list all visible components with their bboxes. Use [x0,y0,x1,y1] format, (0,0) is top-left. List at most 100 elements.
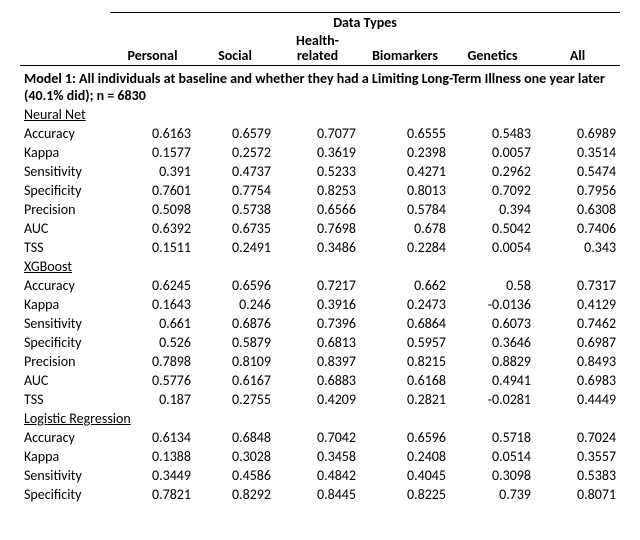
metric-value: 0.7396 [275,314,360,333]
metric-value: 0.5474 [535,162,620,181]
metric-value: 0.7024 [535,428,620,447]
section-name: XGBoost [20,257,620,276]
metric-value: 0.2821 [360,390,450,409]
metric-value: 0.187 [110,390,195,409]
table-row: TSS0.1870.27550.42090.2821-0.02810.4449 [20,390,620,409]
metric-value: 0.7217 [275,276,360,295]
metric-value: 0.4842 [275,466,360,485]
col-header: Personal [110,32,195,65]
col-header: Social [195,32,275,65]
metric-value: 0.6168 [360,371,450,390]
metric-value: 0.5879 [195,333,275,352]
metric-value: 0.58 [450,276,535,295]
metric-value: 0.3514 [535,143,620,162]
metric-value: 0.7754 [195,181,275,200]
metric-value: 0.3486 [275,238,360,257]
metric-value: 0.6163 [110,124,195,143]
metric-value: 0.4449 [535,390,620,409]
metric-value: 0.6848 [195,428,275,447]
metric-value: 0.2755 [195,390,275,409]
metric-label: Sensitivity [20,314,110,333]
metric-value: 0.3458 [275,447,360,466]
metric-value: 0.391 [110,162,195,181]
metric-value: 0.5383 [535,466,620,485]
metric-value: 0.8493 [535,352,620,371]
metric-label: Specificity [20,485,110,504]
table-row: Specificity0.76010.77540.82530.80130.709… [20,181,620,200]
metric-label: Accuracy [20,428,110,447]
metric-value: 0.5233 [275,162,360,181]
metric-value: 0.5776 [110,371,195,390]
table-row: Accuracy0.61630.65790.70770.65550.54830.… [20,124,620,143]
metric-value: 0.8225 [360,485,450,504]
metric-value: 0.6864 [360,314,450,333]
table-row: Sensitivity0.34490.45860.48420.40450.309… [20,466,620,485]
metric-value: 0.6596 [195,276,275,295]
metric-value: 0.2408 [360,447,450,466]
metric-label: Specificity [20,181,110,200]
table-row: AUC0.57760.61670.68830.61680.49410.6983 [20,371,620,390]
table-row: Kappa0.13880.30280.34580.24080.05140.355… [20,447,620,466]
metric-value: 0.0054 [450,238,535,257]
metric-value: 0.8109 [195,352,275,371]
metric-value: 0.2398 [360,143,450,162]
metric-value: 0.4045 [360,466,450,485]
metric-value: 0.5784 [360,200,450,219]
metric-value: 0.2572 [195,143,275,162]
metric-label: AUC [20,219,110,238]
table-row: Precision0.50980.57380.65660.57840.3940.… [20,200,620,219]
metric-label: Kappa [20,295,110,314]
metric-value: 0.3449 [110,466,195,485]
metric-value: 0.6735 [195,219,275,238]
metric-value: 0.662 [360,276,450,295]
metric-value: 0.739 [450,485,535,504]
metric-value: -0.0136 [450,295,535,314]
col-header-blank [20,32,110,65]
metric-value: 0.8829 [450,352,535,371]
metric-value: 0.7601 [110,181,195,200]
metric-value: 0.5957 [360,333,450,352]
metric-value: 0.678 [360,219,450,238]
metric-value: 0.6813 [275,333,360,352]
metric-value: 0.3619 [275,143,360,162]
metric-value: 0.2284 [360,238,450,257]
table-row: Specificity0.5260.58790.68130.59570.3646… [20,333,620,352]
metric-label: TSS [20,238,110,257]
metric-label: Kappa [20,447,110,466]
metric-value: 0.6308 [535,200,620,219]
metric-value: 0.661 [110,314,195,333]
metric-value: 0.6245 [110,276,195,295]
metric-value: 0.6987 [535,333,620,352]
metric-value: 0.7092 [450,181,535,200]
metric-label: Kappa [20,143,110,162]
metric-value: 0.5098 [110,200,195,219]
metric-value: 0.5483 [450,124,535,143]
metric-label: Accuracy [20,276,110,295]
metric-value: 0.0514 [450,447,535,466]
metric-value: 0.6566 [275,200,360,219]
col-header: Genetics [450,32,535,65]
metric-value: 0.3916 [275,295,360,314]
metric-value: 0.8013 [360,181,450,200]
metric-value: 0.4941 [450,371,535,390]
section-name: Neural Net [20,105,620,124]
table-row: Accuracy0.61340.68480.70420.65960.57180.… [20,428,620,447]
metric-value: 0.4737 [195,162,275,181]
table-row: Sensitivity0.3910.47370.52330.42710.2962… [20,162,620,181]
metric-value: 0.3557 [535,447,620,466]
col-header: All [535,32,620,65]
metric-value: -0.0281 [450,390,535,409]
metric-value: 0.8397 [275,352,360,371]
metric-value: 0.3098 [450,466,535,485]
metric-label: Accuracy [20,124,110,143]
table-row: Accuracy0.62450.65960.72170.6620.580.731… [20,276,620,295]
metric-value: 0.7042 [275,428,360,447]
metric-value: 0.1388 [110,447,195,466]
metric-value: 0.2491 [195,238,275,257]
metric-value: 0.6167 [195,371,275,390]
metric-value: 0.3646 [450,333,535,352]
metric-label: Precision [20,352,110,371]
metric-value: 0.8215 [360,352,450,371]
col-header: Biomarkers [360,32,450,65]
metric-value: 0.5042 [450,219,535,238]
